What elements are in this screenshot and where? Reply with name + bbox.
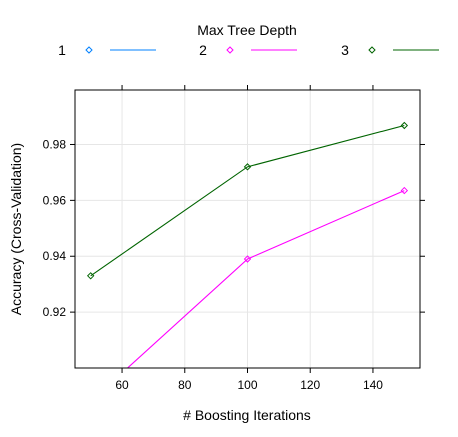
x-tick-label: 140 [363,378,383,392]
x-tick-label: 80 [178,378,192,392]
data-point [400,186,409,195]
data-point [88,399,94,405]
legend-marker [85,46,93,54]
grid [75,90,420,368]
legend-title: Max Tree Depth [197,22,297,38]
y-tick-label: 0.98 [43,137,67,151]
x-tick-label: 60 [115,378,129,392]
y-tick-label: 0.94 [43,249,67,263]
series-layer [86,121,409,437]
y-tick-label: 0.96 [43,193,67,207]
legend-marker [368,46,376,54]
x-axis-label: # Boosting Iterations [183,407,311,423]
series-line [90,124,405,277]
data-point [243,163,252,171]
legend: 1 2 3 [58,42,439,58]
legend-marker [226,46,234,54]
x-tick-label: 120 [300,378,320,392]
y-tick-label: 0.92 [43,305,67,319]
x-tick-label: 100 [237,378,257,392]
legend-label: 1 [58,42,66,58]
axes: 60 80 100 120 140 0.92 0.94 0.96 0.98 [43,85,425,392]
legend-label: 3 [341,42,349,58]
series-line [91,424,405,437]
data-point [400,121,409,130]
legend-label: 2 [199,42,207,58]
data-point [86,272,95,280]
data-point [401,421,407,427]
series-line [126,190,405,368]
y-axis-label: Accuracy (Cross-Validation) [8,143,24,315]
data-point [243,255,252,263]
